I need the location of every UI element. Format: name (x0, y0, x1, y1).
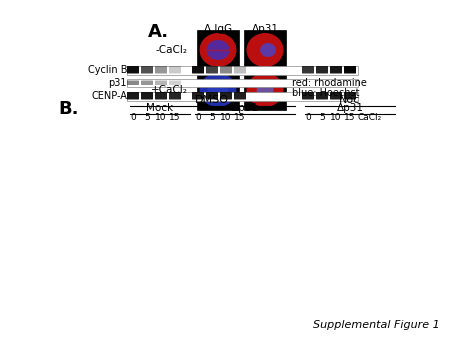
FancyBboxPatch shape (127, 80, 139, 85)
FancyBboxPatch shape (192, 92, 204, 99)
Ellipse shape (207, 81, 229, 99)
Text: CaCl₂: CaCl₂ (358, 113, 382, 122)
FancyBboxPatch shape (244, 30, 286, 70)
Text: 5: 5 (144, 113, 150, 122)
Ellipse shape (207, 40, 230, 60)
FancyBboxPatch shape (197, 30, 239, 70)
FancyBboxPatch shape (141, 92, 153, 99)
FancyBboxPatch shape (192, 66, 204, 73)
FancyBboxPatch shape (344, 66, 356, 73)
Ellipse shape (247, 73, 284, 107)
Text: 0: 0 (195, 113, 201, 122)
Text: -CaCl₂: -CaCl₂ (156, 45, 188, 55)
Text: Mock: Mock (146, 103, 174, 113)
Text: A.: A. (148, 23, 169, 41)
Text: DMSO: DMSO (195, 95, 229, 105)
Text: Δ IgG: Δ IgG (204, 24, 232, 34)
FancyBboxPatch shape (302, 92, 314, 99)
FancyBboxPatch shape (234, 66, 246, 73)
Text: 5: 5 (319, 113, 325, 122)
FancyBboxPatch shape (234, 92, 246, 99)
Text: Noc: Noc (339, 95, 360, 105)
Text: p31: p31 (108, 78, 127, 88)
FancyBboxPatch shape (169, 66, 181, 73)
FancyBboxPatch shape (302, 66, 314, 73)
FancyBboxPatch shape (220, 92, 232, 99)
FancyBboxPatch shape (169, 92, 181, 99)
FancyBboxPatch shape (127, 66, 139, 73)
FancyBboxPatch shape (127, 92, 139, 99)
Text: B.: B. (58, 100, 78, 118)
Ellipse shape (199, 73, 237, 107)
Text: +CaCl₂: +CaCl₂ (151, 85, 188, 95)
Text: Δp31: Δp31 (231, 103, 258, 113)
Text: 15: 15 (169, 113, 181, 122)
FancyBboxPatch shape (155, 92, 167, 99)
FancyBboxPatch shape (141, 80, 153, 85)
Text: Δp31: Δp31 (252, 24, 279, 34)
Text: Cyclin B: Cyclin B (87, 65, 127, 75)
FancyBboxPatch shape (127, 92, 358, 100)
Text: 10: 10 (155, 113, 167, 122)
Text: Δp31: Δp31 (337, 103, 364, 113)
FancyBboxPatch shape (330, 66, 342, 73)
FancyBboxPatch shape (316, 66, 328, 73)
Ellipse shape (247, 33, 284, 67)
FancyBboxPatch shape (127, 79, 358, 87)
Text: 0: 0 (305, 113, 311, 122)
Text: 10: 10 (220, 113, 232, 122)
Text: CENP-A: CENP-A (91, 91, 127, 101)
Text: blue: Hoechst: blue: Hoechst (292, 88, 360, 98)
FancyBboxPatch shape (344, 92, 356, 99)
FancyBboxPatch shape (169, 80, 181, 85)
FancyBboxPatch shape (155, 80, 167, 85)
FancyBboxPatch shape (197, 70, 239, 110)
FancyBboxPatch shape (141, 66, 153, 73)
FancyBboxPatch shape (155, 66, 167, 73)
Ellipse shape (256, 83, 274, 97)
Text: 10: 10 (330, 113, 342, 122)
FancyBboxPatch shape (316, 92, 328, 99)
Text: 15: 15 (234, 113, 246, 122)
Text: 5: 5 (209, 113, 215, 122)
Text: Supplemental Figure 1: Supplemental Figure 1 (313, 320, 440, 330)
FancyBboxPatch shape (244, 70, 286, 110)
Ellipse shape (199, 33, 237, 67)
FancyBboxPatch shape (206, 66, 218, 73)
FancyBboxPatch shape (330, 92, 342, 99)
Text: 0: 0 (130, 113, 136, 122)
Text: 15: 15 (344, 113, 356, 122)
Text: red: rhodamine: red: rhodamine (292, 78, 367, 88)
FancyBboxPatch shape (127, 66, 358, 74)
FancyBboxPatch shape (206, 92, 218, 99)
Ellipse shape (260, 43, 276, 57)
FancyBboxPatch shape (220, 66, 232, 73)
